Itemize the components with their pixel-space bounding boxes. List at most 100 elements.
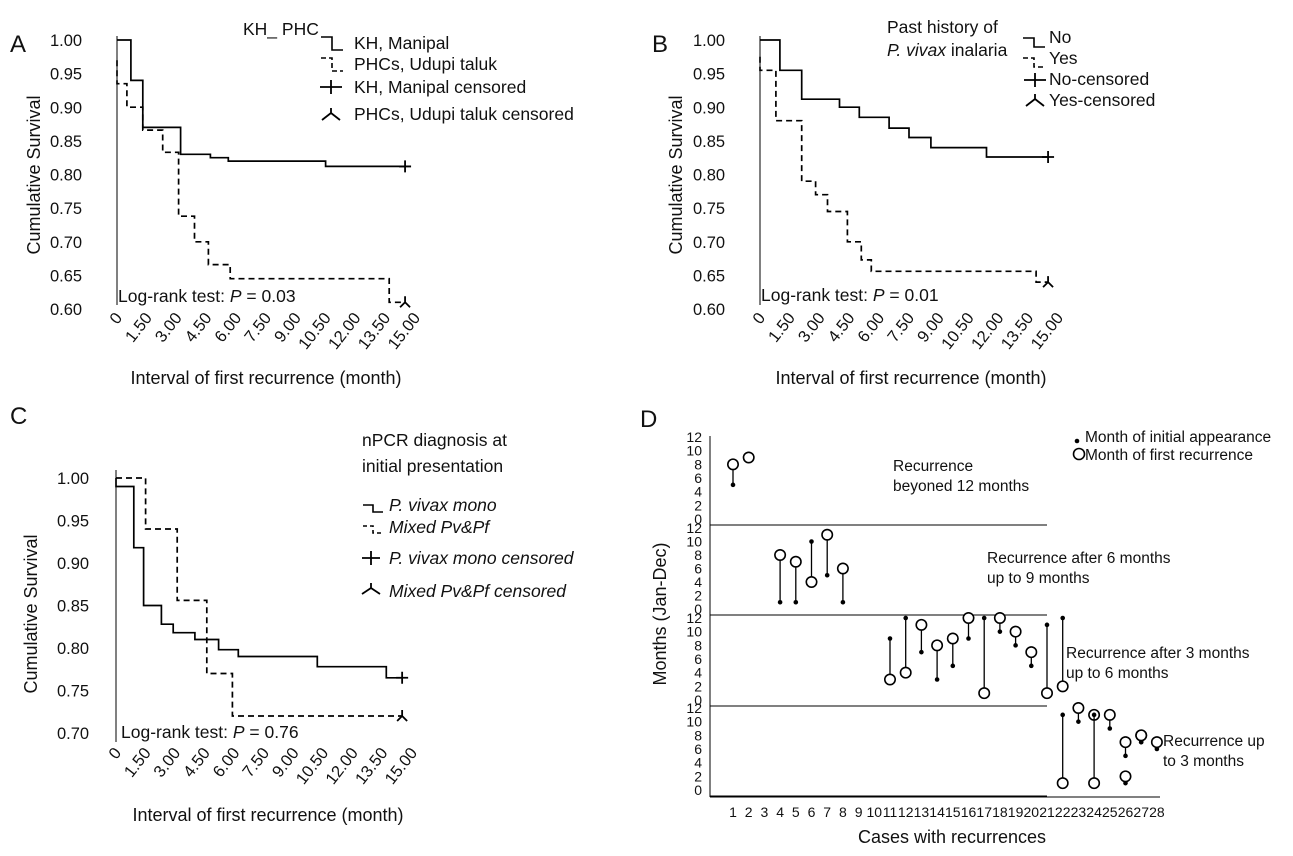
panel-d-x-tick-label: 25 xyxy=(1102,804,1118,820)
first-recurrence-circle xyxy=(1009,625,1022,638)
initial-appearance-dot xyxy=(887,636,893,641)
legend-entry-mixed: Mixed Pv&Pf xyxy=(389,517,491,537)
first-recurrence-circle xyxy=(1056,777,1069,790)
panel-c: C Cumulative Survival Interval of first … xyxy=(10,403,575,825)
panel-d-y-tick-label: 4 xyxy=(694,755,702,771)
panel-d-y-tick-label: 8 xyxy=(694,547,702,563)
panel-a-y-tick-label: 0.70 xyxy=(50,234,82,252)
panel-c-y-tick-label: 0.70 xyxy=(57,725,89,743)
panel-c-y-ticks: 1.00 0.95 0.90 0.85 0.80 0.75 0.70 xyxy=(57,470,89,743)
panel-b-x-tick-label: 12.00 xyxy=(968,309,1008,353)
panel-d-x-tick-label: 11 xyxy=(883,804,898,820)
first-recurrence-circle xyxy=(1150,736,1163,749)
panel-d-x-tick-label: 27 xyxy=(1133,804,1149,820)
panel-a-y-tick-label: 0.65 xyxy=(50,267,82,285)
panel-d-strip-title: Recurrence after 6 months xyxy=(987,550,1171,567)
panel-b-legend-title-line2: P. vivax inalaria xyxy=(887,40,1008,60)
first-recurrence-circle xyxy=(899,666,912,679)
panel-b-x-axis-title: Interval of first recurrence (month) xyxy=(775,368,1046,388)
legend-entry-yes: Yes xyxy=(1049,48,1078,68)
legend-entry-phcs-censored: PHCs, Udupi taluk censored xyxy=(354,104,574,124)
panel-d-y-tick-label: 0 xyxy=(694,692,702,708)
legend-tri-censor-icon xyxy=(361,583,381,595)
panel-c-x-tick-label: 15.00 xyxy=(382,744,422,788)
panel-d-x-tick-label: 7 xyxy=(823,804,831,820)
initial-appearance-dot xyxy=(981,615,987,621)
panel-d-x-tick-label: 14 xyxy=(929,804,945,820)
panel-b-x-tick-label: 3.00 xyxy=(795,309,829,345)
panel-b-y-tick-label: 0.65 xyxy=(693,267,725,285)
panel-d-y-tick-label: 12 xyxy=(686,700,702,716)
first-recurrence-circle xyxy=(821,528,834,541)
censor-mark-no xyxy=(1042,151,1055,164)
legend-entry-recurrence: Month of first recurrence xyxy=(1085,447,1253,464)
panel-d-x-tick-label: 3 xyxy=(761,804,769,820)
panel-c-x-tick-label: 10.50 xyxy=(293,744,333,788)
first-recurrence-circle xyxy=(1056,680,1069,693)
panel-d-x-tick-label: 5 xyxy=(792,804,800,820)
panel-d-x-tick-label: 28 xyxy=(1149,804,1165,820)
panel-c-x-ticks: 01.503.004.506.007.509.0010.5012.0013.50… xyxy=(105,744,421,788)
legend-dashed-swatch xyxy=(363,525,383,534)
initial-appearance-dot xyxy=(824,572,830,578)
first-recurrence-circle xyxy=(789,555,802,568)
panel-c-x-tick-label: 0 xyxy=(105,744,125,762)
first-recurrence-circle xyxy=(1041,687,1054,700)
panel-b-legend-title-line1: Past history of xyxy=(887,17,998,37)
legend-recurrence-circle-icon xyxy=(1072,447,1086,461)
panel-d-x-tick-label: 18 xyxy=(992,804,1008,820)
panel-a-y-axis-title: Cumulative Survival xyxy=(24,95,44,254)
panel-d-y-tick-label: 10 xyxy=(686,624,702,640)
panel-d-y-tick-label: 4 xyxy=(694,665,702,681)
first-recurrence-circle xyxy=(774,548,787,561)
panel-b-y-tick-label: 1.00 xyxy=(693,32,725,50)
panel-c-legend: P. vivax mono Mixed Pv&Pf P. vivax mono … xyxy=(361,495,575,601)
panel-a-x-tick-label: 0 xyxy=(106,309,126,327)
initial-appearance-dot xyxy=(1123,753,1128,759)
first-recurrence-circle xyxy=(742,451,755,464)
panel-b-label: B xyxy=(652,31,668,58)
panel-c-series xyxy=(115,477,409,722)
panel-d-x-tick-label: 13 xyxy=(914,804,930,820)
panel-b-x-tick-label: 10.50 xyxy=(938,309,978,353)
panel-a-y-tick-label: 0.80 xyxy=(50,167,82,185)
km-curve-p-vivax-mono xyxy=(115,478,403,679)
panel-a-y-tick-label: 0.90 xyxy=(50,99,82,117)
km-curve-phcs-udupi-taluk xyxy=(116,60,406,304)
panel-b-x-tick-label: 4.50 xyxy=(825,309,859,345)
panel-c-x-tick-label: 12.00 xyxy=(322,744,362,788)
panel-b-x-tick-label: 15.00 xyxy=(1028,309,1068,353)
first-recurrence-circle xyxy=(805,575,818,588)
panel-c-y-axis-title: Cumulative Survival xyxy=(21,534,41,693)
legend-entry-no-censored: No-censored xyxy=(1049,69,1149,89)
km-curve-mixed-pv-pf xyxy=(116,477,403,717)
panel-d-x-tick-label: 8 xyxy=(839,804,847,820)
panel-d-strip-title: Recurrence xyxy=(893,458,973,475)
panel-b-x-tick-label: 1.50 xyxy=(765,309,799,345)
panel-d-x-tick-label: 19 xyxy=(1008,804,1024,820)
panel-d-y-tick-label: 10 xyxy=(686,534,702,550)
panel-a-y-tick-label: 0.95 xyxy=(50,66,82,84)
panel-c-logrank-annotation: Log-rank test: P = 0.76 xyxy=(121,722,299,742)
panel-a-x-tick-label: 13.50 xyxy=(355,309,395,353)
panel-b-x-tick-label: 0 xyxy=(749,309,769,327)
panel-d-y-tick-label: 0 xyxy=(694,601,702,617)
initial-appearance-dot xyxy=(1060,712,1065,718)
legend-solid-swatch xyxy=(363,504,383,513)
panel-d-y-tick-label: 4 xyxy=(694,574,702,590)
panel-c-x-axis-title: Interval of first recurrence (month) xyxy=(132,805,403,825)
panel-d-strip-title: up to 9 months xyxy=(987,570,1090,587)
panel-c-legend-title-line2: initial presentation xyxy=(362,456,503,476)
panel-c-x-tick-label: 1.50 xyxy=(121,744,155,780)
panel-c-x-tick-label: 4.50 xyxy=(180,744,214,780)
initial-appearance-dot xyxy=(1060,615,1065,621)
panel-d-x-tick-label: 20 xyxy=(1024,804,1040,820)
panel-d-y-axis-title: Months (Jan-Dec) xyxy=(650,542,670,685)
panel-d-x-tick-label: 16 xyxy=(961,804,977,820)
panel-c-y-tick-label: 0.85 xyxy=(57,598,89,616)
initial-appearance-dot xyxy=(730,482,736,488)
panel-d-y-tick-label: 12 xyxy=(686,610,702,626)
first-recurrence-circle xyxy=(836,562,849,575)
first-recurrence-circle xyxy=(931,639,944,652)
